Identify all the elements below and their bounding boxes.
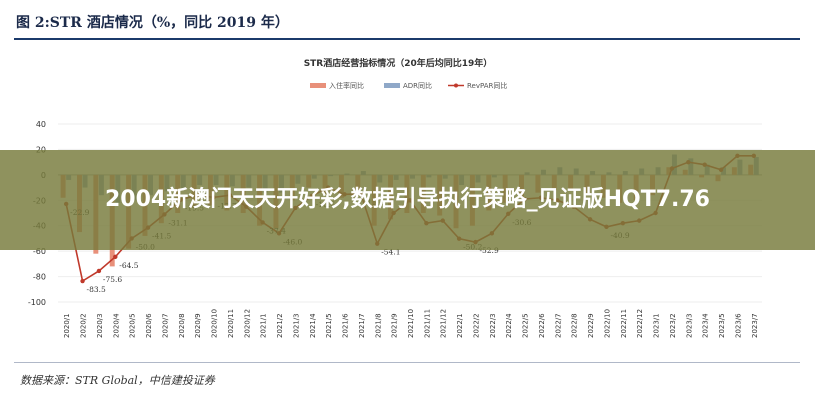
- x-tick-label: 2021/2: [276, 313, 284, 338]
- legend-label: 入住率同比: [329, 81, 364, 90]
- x-tick-label: 2020/9: [194, 313, 202, 338]
- x-tick-label: 2021/4: [309, 313, 317, 338]
- x-tick-label: 2021/10: [407, 309, 415, 338]
- data-label: -52.9: [479, 246, 498, 255]
- x-tick-label: 2023/6: [734, 313, 742, 338]
- data-label: -83.5: [87, 285, 106, 294]
- x-tick-label: 2022/5: [522, 313, 530, 338]
- x-tick-label: 2020/8: [178, 313, 186, 338]
- x-tick-label: 2021/12: [440, 309, 448, 338]
- x-tick-label: 2022/8: [571, 313, 579, 338]
- figure-title: 图 2:STR 酒店情况（%，同比 2019 年）: [16, 15, 289, 31]
- x-tick-label: 2023/2: [669, 313, 677, 338]
- x-tick-label: 2020/11: [227, 309, 235, 338]
- revpar-point: [80, 278, 85, 284]
- x-tick-label: 2023/1: [653, 313, 661, 338]
- legend-swatch: [310, 83, 326, 88]
- x-axis: 2020/1 2020/2 2020/3 2020/4 2020/5 2020/6 2020…: [63, 309, 759, 338]
- x-tick-label: 2020/2: [80, 313, 88, 338]
- x-tick-label: 2022/11: [620, 309, 628, 338]
- x-tick-label: 2022/10: [603, 309, 611, 338]
- bottom-rule: [14, 362, 800, 363]
- x-tick-label: 2021/9: [391, 313, 399, 338]
- x-tick-label: 2020/12: [243, 309, 251, 338]
- data-label: -64.5: [119, 261, 138, 270]
- x-tick-label: 2020/1: [63, 313, 71, 338]
- y-tick-label: -100: [28, 298, 46, 307]
- x-tick-label: 2023/5: [718, 313, 726, 338]
- x-tick-label: 2023/3: [685, 313, 693, 338]
- overlay-banner: 2004新澳门天天开好彩,数据引导执行策略_见证版HQT7.76: [0, 150, 815, 250]
- x-tick-label: 2021/7: [358, 313, 366, 338]
- legend-label: RevPAR同比: [467, 81, 507, 90]
- y-tick-label: 40: [36, 120, 46, 129]
- x-tick-label: 2023/7: [751, 313, 759, 338]
- x-tick-label: 2022/7: [554, 313, 562, 338]
- legend-marker: [454, 83, 458, 88]
- x-tick-label: 2022/1: [456, 313, 464, 338]
- x-tick-label: 2020/3: [96, 313, 104, 338]
- data-label: -54.1: [381, 248, 400, 257]
- x-tick-label: 2021/6: [342, 313, 350, 338]
- legend: 入住率同比 ADR同比 RevPAR同比: [310, 81, 507, 90]
- x-tick-label: 2020/10: [211, 309, 219, 338]
- x-tick-label: 2020/7: [161, 313, 169, 338]
- x-tick-label: 2023/4: [702, 313, 710, 338]
- data-label: -75.6: [103, 275, 122, 284]
- x-tick-label: 2021/1: [260, 313, 268, 338]
- x-tick-label: 2022/9: [587, 313, 595, 338]
- x-tick-label: 2022/4: [505, 313, 513, 338]
- revpar-point: [96, 268, 102, 274]
- y-tick-label: -80: [33, 273, 46, 282]
- x-tick-label: 2022/12: [636, 309, 644, 338]
- x-tick-label: 2021/5: [325, 313, 333, 338]
- x-tick-label: 2022/6: [538, 313, 546, 338]
- x-tick-label: 2020/6: [145, 313, 153, 338]
- overlay-text: 2004新澳门天天开好彩,数据引导执行策略_见证版HQT7.76: [105, 187, 710, 212]
- x-tick-label: 2021/8: [374, 313, 382, 338]
- x-tick-label: 2022/3: [489, 313, 497, 338]
- x-tick-label: 2020/4: [112, 313, 120, 338]
- revpar-point: [113, 254, 118, 260]
- x-tick-label: 2021/11: [423, 309, 431, 338]
- y-tick-label: -60: [33, 247, 46, 256]
- chart-title: STR酒店经营指标情况（20年后均同比19年）: [304, 57, 493, 69]
- legend-label: ADR同比: [403, 81, 432, 90]
- top-rule: [14, 38, 800, 40]
- source-note: 数据来源：STR Global，中信建投证券: [20, 374, 215, 387]
- x-tick-label: 2022/2: [472, 313, 480, 338]
- x-tick-label: 2020/5: [129, 313, 137, 338]
- legend-swatch: [384, 83, 400, 88]
- y-tick-label: 20: [36, 145, 46, 154]
- x-tick-label: 2021/3: [292, 313, 300, 338]
